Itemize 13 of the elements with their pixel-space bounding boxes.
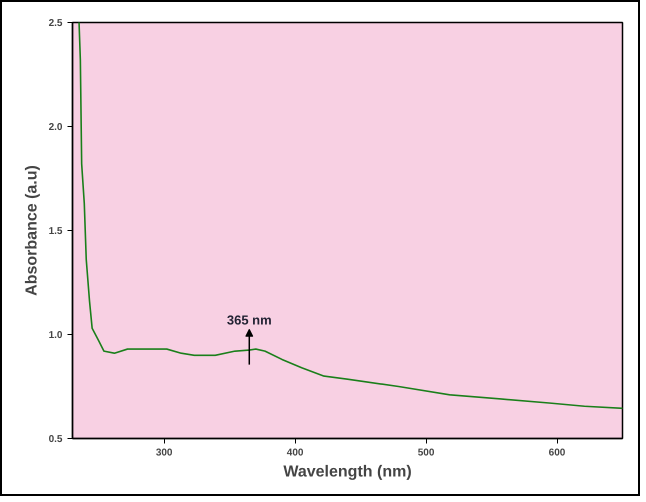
x-axis-title: Wavelength (nm): [283, 464, 412, 480]
y-tick-label: 1.0: [48, 330, 63, 341]
x-tick-label: 300: [156, 448, 173, 458]
x-tick-label: 500: [418, 448, 435, 458]
line-series: [78, 22, 622, 410]
annotation: 365 nm: [226, 312, 272, 328]
y-tick-label: 2.0: [48, 122, 63, 133]
x-tick-label: 600: [548, 448, 566, 458]
y-tick-label: 0.5: [48, 434, 63, 445]
y-axis-title: Absorbance (a.u): [24, 165, 41, 296]
y-tick-label: 2.5: [48, 18, 63, 29]
y-tick-label: 1.5: [48, 226, 63, 237]
x-tick-label: 400: [286, 448, 304, 458]
